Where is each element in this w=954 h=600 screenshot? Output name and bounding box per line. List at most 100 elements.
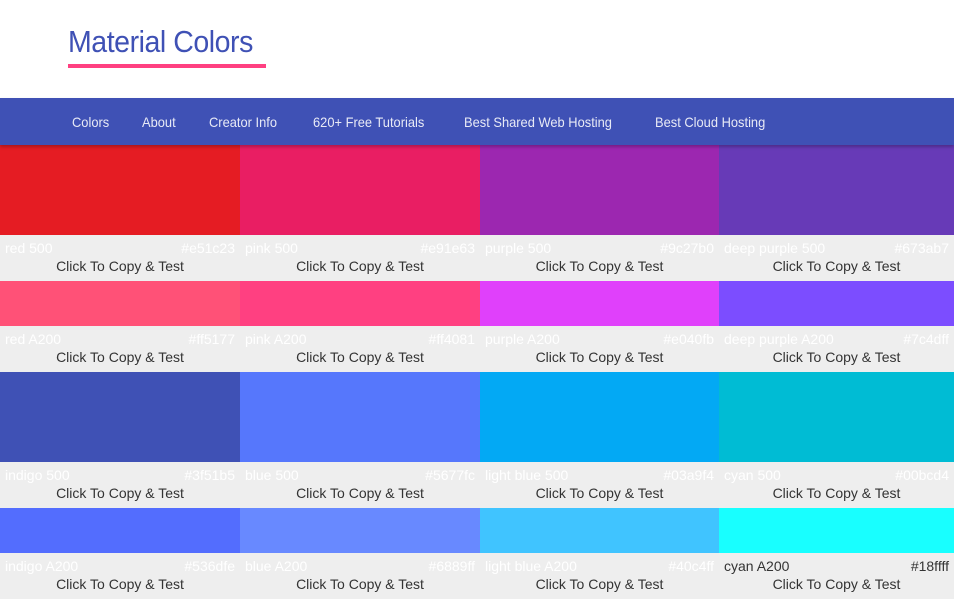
color-card[interactable]: red A200 #ff5177 Click To Copy & Test <box>0 281 240 372</box>
color-swatch[interactable] <box>240 372 480 462</box>
color-name: indigo A200 <box>5 558 79 574</box>
color-label-bar[interactable]: light blue 500 #03a9f4 Click To Copy & Tes… <box>480 462 719 508</box>
color-label-bar[interactable]: blue 500 #5677fc Click To Copy & Test <box>240 462 480 508</box>
color-swatch[interactable] <box>719 508 954 553</box>
color-card[interactable]: blue A200 #6889ff Click To Copy & Test <box>240 508 480 599</box>
color-info: pink 500 #e91e63 <box>245 240 475 257</box>
color-card[interactable]: deep purple A200 #7c4dff Click To Copy & T… <box>719 281 954 372</box>
copy-test-button[interactable]: Click To Copy & Test <box>56 485 184 501</box>
color-card[interactable]: pink A200 #ff4081 Click To Copy & Test <box>240 281 480 372</box>
copy-test-button[interactable]: Click To Copy & Test <box>56 349 184 365</box>
color-card[interactable]: purple 500 #9c27b0 Click To Copy & Test <box>480 145 719 281</box>
copy-test-button[interactable]: Click To Copy & Test <box>535 485 664 501</box>
copy-test-button[interactable]: Click To Copy & Test <box>56 576 184 592</box>
copy-test-button[interactable]: Click To Copy & Test <box>296 258 424 274</box>
color-label-bar[interactable]: purple A200 #e040fb Click To Copy & Test <box>480 326 719 372</box>
color-swatch[interactable] <box>0 372 240 462</box>
color-hex: #6889ff <box>428 558 475 574</box>
color-info: purple A200 #e040fb <box>485 331 714 348</box>
nav-item-best-shared-web-hosting[interactable]: Best Shared Web Hosting <box>464 113 612 130</box>
color-card[interactable]: light blue A200 #40c4ff Click To Copy & Te… <box>480 508 719 599</box>
color-name: indigo 500 <box>5 467 70 483</box>
nav-item-620-free-tutorials[interactable]: 620+ Free Tutorials <box>313 113 425 130</box>
color-hex: #40c4ff <box>668 558 714 574</box>
color-label-bar[interactable]: indigo 500 #3f51b5 Click To Copy & Test <box>0 462 240 508</box>
color-swatch[interactable] <box>719 372 954 462</box>
site-title[interactable]: Material Colors <box>68 24 253 59</box>
color-swatch[interactable] <box>719 281 954 326</box>
color-name: blue A200 <box>245 558 308 574</box>
color-card[interactable]: deep purple 500 #673ab7 Click To Copy & Te… <box>719 145 954 281</box>
color-label-bar[interactable]: pink A200 #ff4081 Click To Copy & Test <box>240 326 480 372</box>
color-card[interactable]: pink 500 #e91e63 Click To Copy & Test <box>240 145 480 281</box>
color-info: light blue A200 #40c4ff <box>485 558 714 575</box>
color-label-bar[interactable]: deep purple A200 #7c4dff Click To Copy & T… <box>719 326 954 372</box>
color-hex: #e91e63 <box>420 240 475 256</box>
color-name: cyan A200 <box>724 558 790 574</box>
color-label-bar[interactable]: pink 500 #e91e63 Click To Copy & Test <box>240 235 480 281</box>
copy-test-button[interactable]: Click To Copy & Test <box>772 576 901 592</box>
color-name: red 500 <box>5 240 53 256</box>
color-label-bar[interactable]: indigo A200 #536dfe Click To Copy & Test <box>0 553 240 599</box>
color-label-bar[interactable]: cyan 500 #00bcd4 Click To Copy & Test <box>719 462 954 508</box>
color-card[interactable]: indigo 500 #3f51b5 Click To Copy & Test <box>0 372 240 508</box>
color-hex: #9c27b0 <box>660 240 714 256</box>
color-info: blue A200 #6889ff <box>245 558 475 575</box>
site-header: Material Colors <box>0 0 954 98</box>
copy-test-button[interactable]: Click To Copy & Test <box>772 485 901 501</box>
color-grid: red 500 #e51c23 Click To Copy & Test pink 5… <box>0 145 954 599</box>
color-info: red 500 #e51c23 <box>5 240 235 257</box>
color-card[interactable]: blue 500 #5677fc Click To Copy & Test <box>240 372 480 508</box>
color-label-bar[interactable]: red 500 #e51c23 Click To Copy & Test <box>0 235 240 281</box>
color-swatch[interactable] <box>0 281 240 326</box>
color-card[interactable]: light blue 500 #03a9f4 Click To Copy & Tes… <box>480 372 719 508</box>
color-info: blue 500 #5677fc <box>245 467 475 484</box>
color-swatch[interactable] <box>0 145 240 235</box>
color-label-bar[interactable]: red A200 #ff5177 Click To Copy & Test <box>0 326 240 372</box>
color-info: cyan A200 #18ffff <box>724 558 949 575</box>
color-label-bar[interactable]: purple 500 #9c27b0 Click To Copy & Test <box>480 235 719 281</box>
copy-test-button[interactable]: Click To Copy & Test <box>296 349 424 365</box>
color-name: red A200 <box>5 331 62 347</box>
color-card[interactable]: purple A200 #e040fb Click To Copy & Test <box>480 281 719 372</box>
color-swatch[interactable] <box>719 145 954 235</box>
copy-test-button[interactable]: Click To Copy & Test <box>535 576 664 592</box>
color-info: cyan 500 #00bcd4 <box>724 467 949 484</box>
color-card[interactable]: red 500 #e51c23 Click To Copy & Test <box>0 145 240 281</box>
color-swatch[interactable] <box>480 372 719 462</box>
color-card[interactable]: cyan 500 #00bcd4 Click To Copy & Test <box>719 372 954 508</box>
color-hex: #536dfe <box>184 558 235 574</box>
color-info: light blue 500 #03a9f4 <box>485 467 714 484</box>
color-label-bar[interactable]: cyan A200 #18ffff Click To Copy & Test <box>719 553 954 599</box>
color-card[interactable]: cyan A200 #18ffff Click To Copy & Test <box>719 508 954 599</box>
color-name: light blue 500 <box>485 467 569 483</box>
color-swatch[interactable] <box>240 145 480 235</box>
color-swatch[interactable] <box>480 145 719 235</box>
color-info: purple 500 #9c27b0 <box>485 240 714 257</box>
copy-test-button[interactable]: Click To Copy & Test <box>772 258 901 274</box>
color-card[interactable]: indigo A200 #536dfe Click To Copy & Test <box>0 508 240 599</box>
color-label-bar[interactable]: light blue A200 #40c4ff Click To Copy & Te… <box>480 553 719 599</box>
copy-test-button[interactable]: Click To Copy & Test <box>296 485 424 501</box>
nav-item-best-cloud-hosting[interactable]: Best Cloud Hosting <box>654 113 766 130</box>
color-label-bar[interactable]: deep purple 500 #673ab7 Click To Copy & Te… <box>719 235 954 281</box>
nav-item-creator-info[interactable]: Creator Info <box>209 113 278 130</box>
color-swatch[interactable] <box>0 508 240 553</box>
color-info: pink A200 #ff4081 <box>245 331 475 348</box>
copy-test-button[interactable]: Click To Copy & Test <box>535 349 664 365</box>
copy-test-button[interactable]: Click To Copy & Test <box>296 576 424 592</box>
copy-test-button[interactable]: Click To Copy & Test <box>56 258 184 274</box>
color-label-bar[interactable]: blue A200 #6889ff Click To Copy & Test <box>240 553 480 599</box>
color-swatch[interactable] <box>240 508 480 553</box>
copy-test-button[interactable]: Click To Copy & Test <box>535 258 664 274</box>
color-swatch[interactable] <box>240 281 480 326</box>
nav-item-about[interactable]: About <box>142 113 177 130</box>
color-hex: #5677fc <box>425 467 475 483</box>
color-swatch[interactable] <box>480 508 719 553</box>
color-swatch[interactable] <box>480 281 719 326</box>
title-underline <box>68 64 266 68</box>
copy-test-button[interactable]: Click To Copy & Test <box>772 349 901 365</box>
nav-item-colors[interactable]: Colors <box>72 113 110 130</box>
color-info: indigo A200 #536dfe <box>5 558 235 575</box>
color-name: cyan 500 <box>724 467 781 483</box>
